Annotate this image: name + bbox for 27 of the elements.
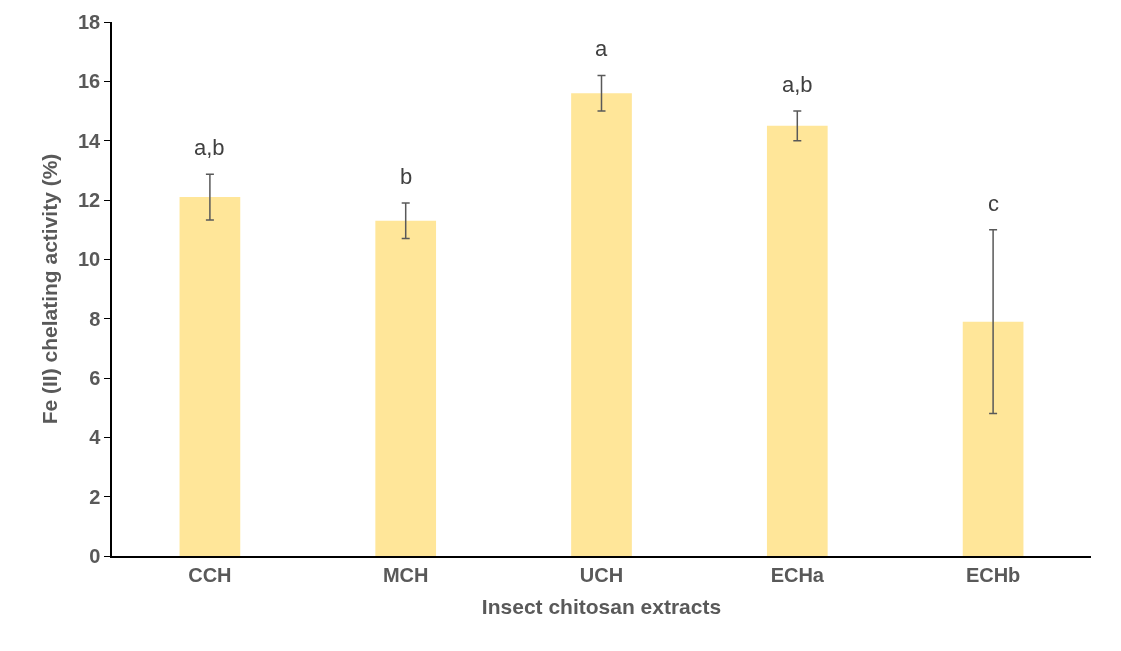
y-tick-label: 6 [89,367,101,389]
annotation: a,b [194,135,225,160]
annotation: c [988,191,999,216]
bar [766,125,828,556]
bar [375,220,437,556]
bar [962,321,1024,556]
annotation: a [595,36,608,61]
x-tick-label: ECHa [770,563,825,586]
bar [179,197,241,556]
y-tick-label: 18 [78,11,101,33]
x-tick-label: UCH [579,563,624,586]
bar [571,93,632,556]
y-tick-label: 2 [89,485,101,508]
y-tick-label: 12 [78,189,101,211]
annotation: a,b [782,72,813,97]
annotation: b [400,164,413,189]
y-tick-label: 8 [89,307,101,330]
y-tick-label: 4 [89,426,102,449]
y-tick-label: 14 [78,129,102,152]
x-tick-label: CCH [188,563,232,586]
x-axis-title: Insect chitosan extracts [481,595,722,619]
y-axis-title: Fe (II) chelating activity (%) [37,153,61,425]
y-tick-label: 0 [89,545,101,567]
x-tick-label: MCH [382,563,429,586]
x-tick-label: ECHb [965,563,1021,586]
y-tick-label: 10 [78,248,101,271]
y-tick-label: 16 [78,70,101,93]
